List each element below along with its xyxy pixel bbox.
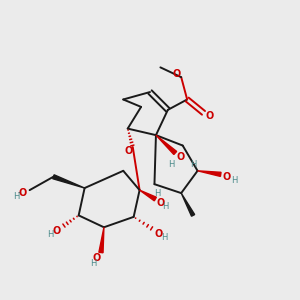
Text: O: O [155, 229, 163, 239]
Text: H: H [90, 259, 97, 268]
Polygon shape [198, 171, 221, 176]
Text: O: O [52, 226, 61, 236]
Text: O: O [124, 146, 132, 157]
Text: O: O [223, 172, 231, 182]
Text: O: O [206, 111, 214, 122]
Text: H: H [168, 160, 175, 169]
Text: O: O [156, 198, 164, 208]
Polygon shape [140, 190, 156, 201]
Text: O: O [19, 188, 27, 198]
Text: H: H [154, 190, 161, 199]
Text: H: H [162, 202, 169, 211]
Polygon shape [99, 227, 104, 253]
Text: H: H [231, 176, 237, 185]
Text: O: O [93, 254, 101, 263]
Text: O: O [172, 69, 181, 79]
Text: H: H [190, 160, 196, 169]
Text: H: H [13, 193, 20, 202]
Text: ·: · [17, 190, 20, 196]
Polygon shape [181, 193, 195, 216]
Text: H: H [161, 233, 167, 242]
Polygon shape [53, 175, 85, 188]
Text: O: O [176, 152, 184, 162]
Text: H: H [47, 230, 54, 239]
Polygon shape [156, 135, 177, 154]
